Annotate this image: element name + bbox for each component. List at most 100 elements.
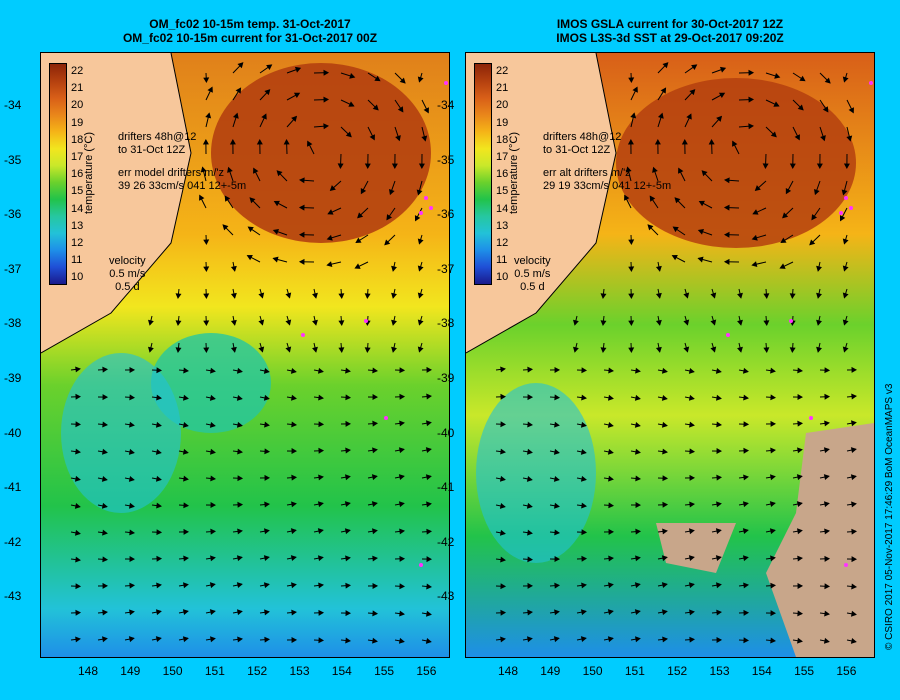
- current-arrow-head: [796, 474, 803, 481]
- current-arrow-head: [312, 319, 318, 326]
- current-arrow-head: [372, 367, 378, 374]
- current-arrow-head: [581, 394, 587, 401]
- current-arrow-head: [691, 64, 698, 70]
- current-arrow-head: [425, 474, 432, 481]
- current-arrow-head: [101, 448, 108, 455]
- lon-label: 154: [331, 664, 352, 678]
- current-arrow-head: [683, 292, 690, 299]
- current-arrow-head: [418, 163, 425, 170]
- current-arrow-head: [426, 528, 433, 535]
- current-arrow-head: [662, 501, 669, 508]
- current-arrow-head: [293, 92, 301, 99]
- current-arrow-head: [156, 555, 163, 562]
- current-arrow-head: [357, 212, 364, 219]
- left-title-line2: OM_fc02 10-15m current for 31-Oct-2017 0…: [122, 31, 378, 45]
- current-arrow-head: [210, 528, 217, 535]
- current-arrow-head: [754, 185, 761, 192]
- current-arrow-head: [371, 501, 378, 508]
- current-arrow-head: [608, 502, 615, 509]
- current-arrow-head: [230, 292, 237, 299]
- left-drifter-text: drifters 48h@12 to 31-Oct 12Z: [118, 131, 197, 156]
- current-arrow-head: [307, 140, 313, 147]
- current-arrow-head: [851, 366, 858, 373]
- current-arrow-head: [75, 636, 81, 643]
- current-arrow-head: [326, 234, 333, 241]
- current-arrow-head: [816, 163, 823, 170]
- current-arrow-head: [672, 226, 679, 233]
- current-arrow-head: [500, 448, 506, 455]
- current-arrow-head: [253, 167, 259, 174]
- current-arrow-head: [398, 637, 405, 644]
- colorbar-tick: 11: [496, 254, 508, 267]
- current-arrow-head: [824, 77, 831, 84]
- current-arrow-head: [290, 367, 297, 374]
- current-arrow-head: [74, 502, 81, 509]
- current-arrow-head: [399, 528, 405, 535]
- lon-label: 150: [162, 664, 183, 678]
- current-arrow-head: [183, 367, 189, 374]
- current-arrow-head: [426, 583, 432, 590]
- current-arrow-head: [770, 637, 776, 644]
- current-arrow-head: [823, 637, 830, 644]
- current-arrow-head: [323, 96, 330, 103]
- current-arrow-head: [318, 394, 324, 401]
- current-arrow-head: [624, 194, 630, 201]
- current-arrow-head: [600, 320, 607, 326]
- current-arrow-head: [607, 582, 614, 589]
- current-arrow-head: [272, 256, 279, 263]
- current-arrow-head: [391, 346, 397, 353]
- current-arrow-head: [364, 293, 371, 300]
- current-arrow-head: [554, 502, 560, 509]
- current-arrow-head: [75, 421, 82, 428]
- current-arrow-head: [291, 582, 297, 589]
- current-arrow-head: [635, 528, 642, 535]
- current-arrow-head: [842, 346, 849, 353]
- current-arrow-head: [102, 366, 109, 373]
- current-arrow-head: [689, 448, 696, 455]
- current-arrow-head: [737, 346, 743, 353]
- current-arrow-head: [323, 123, 329, 130]
- current-arrow-head: [652, 166, 658, 173]
- current-arrow-head: [317, 501, 324, 508]
- current-arrow-head: [263, 582, 270, 589]
- current-arrow-head: [499, 529, 506, 536]
- current-arrow-head: [210, 636, 216, 643]
- current-arrow-head: [628, 293, 635, 300]
- current-arrow-head: [608, 528, 615, 535]
- current-arrow-head: [688, 394, 695, 401]
- current-arrow-head: [850, 474, 857, 481]
- current-arrow-head: [527, 366, 534, 373]
- current-arrow-head: [421, 135, 428, 142]
- colorbar-tick: 21: [496, 82, 509, 95]
- current-arrow-head: [751, 234, 758, 241]
- current-arrow-head: [425, 637, 432, 644]
- lat-label: -42: [437, 534, 455, 549]
- current-arrow-head: [182, 448, 189, 455]
- current-arrow-head: [298, 258, 305, 265]
- current-arrow-head: [372, 528, 378, 535]
- current-arrow-head: [662, 636, 668, 643]
- left-map: temperature (°C) drifters 48h@12 to 31-O…: [40, 52, 450, 658]
- colorbar-tick: 10: [496, 271, 509, 284]
- right-err-text: err alt drifters m/'z 29 19 33cm/s 041 1…: [543, 167, 672, 192]
- current-arrow-head: [716, 636, 723, 643]
- credit-text: © CSIRO 2017 05-Nov-2017 17:46:29 BoM Oc…: [884, 383, 895, 650]
- current-arrow-head: [846, 135, 853, 142]
- current-arrow-head: [797, 555, 803, 562]
- lat-label: -34: [437, 98, 455, 112]
- current-arrow-head: [785, 187, 792, 195]
- lat-label: -42: [4, 534, 22, 549]
- current-arrow-head: [210, 475, 216, 482]
- current-arrow-head: [647, 224, 654, 231]
- current-arrow-head: [527, 582, 534, 589]
- current-arrow-head: [426, 366, 433, 373]
- lat-label: -36: [437, 207, 455, 222]
- current-arrow-head: [500, 556, 506, 563]
- current-arrow-head: [183, 555, 189, 562]
- current-arrow-head: [851, 583, 857, 590]
- right-current-arrows: [495, 62, 858, 644]
- current-arrow-head: [628, 266, 635, 273]
- current-arrow-head: [780, 237, 787, 244]
- current-arrow-head: [399, 393, 406, 400]
- lat-label: -36: [4, 207, 22, 222]
